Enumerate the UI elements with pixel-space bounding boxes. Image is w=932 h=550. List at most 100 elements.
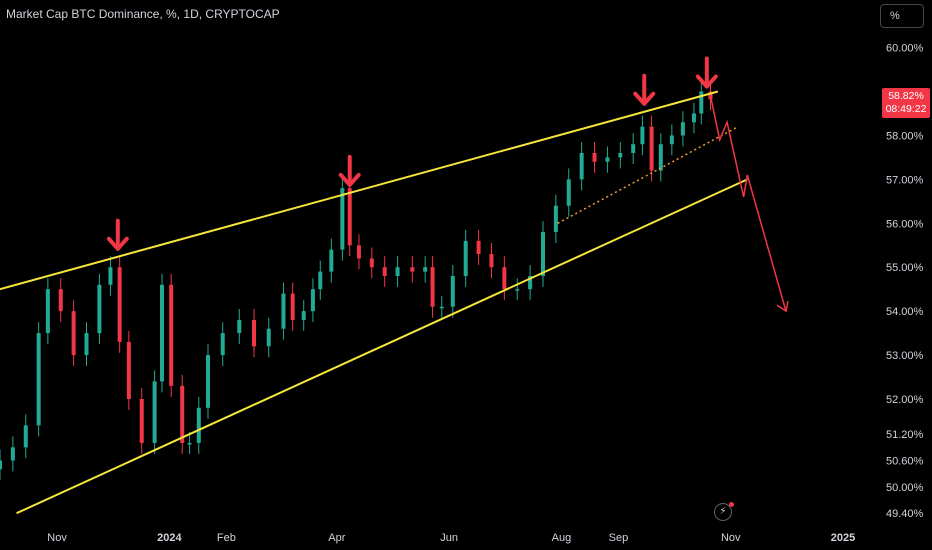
- candle-body: [117, 267, 122, 342]
- y-tick-label: 57.00%: [886, 174, 924, 186]
- top-marker-arrow-head: [338, 172, 361, 187]
- candle-body: [45, 289, 50, 334]
- candle-body: [423, 267, 428, 272]
- time-axis[interactable]: Nov 2024 Feb Apr Jun Aug Sep Nov 2025: [47, 532, 855, 544]
- candle-body: [691, 113, 696, 123]
- candle-body: [187, 442, 192, 445]
- x-tick-label: 2025: [831, 532, 855, 544]
- x-tick-label: Nov: [47, 532, 67, 544]
- candle-body: [10, 447, 15, 461]
- candle-body: [699, 91, 704, 114]
- price-axis[interactable]: 60.00%59.00%58.00%57.00%56.00%55.00%54.0…: [886, 43, 924, 521]
- projection-path: [709, 95, 787, 312]
- candle-body: [237, 319, 242, 334]
- candle-body: [196, 407, 201, 443]
- candle-body: [649, 126, 654, 171]
- candle-body: [318, 271, 323, 290]
- top-marker-arrow-head: [106, 236, 129, 251]
- y-tick-label: 52.00%: [886, 394, 924, 406]
- candle-body: [205, 355, 210, 408]
- countdown-value: 08:49:22: [885, 103, 927, 115]
- candle-body: [281, 293, 286, 329]
- candle-body: [169, 284, 174, 386]
- chart-title: Market Cap BTC Dominance, %, 1D, CRYPTOC…: [6, 7, 280, 21]
- candle-body: [640, 126, 645, 145]
- candle-body: [159, 284, 164, 382]
- candle-body: [605, 157, 610, 162]
- y-tick-label: 50.60%: [886, 456, 924, 468]
- candle-body: [220, 333, 225, 356]
- candle-body: [23, 425, 28, 448]
- y-tick-label: 58.00%: [886, 130, 924, 142]
- candle-body: [553, 205, 558, 233]
- x-tick-label: Sep: [609, 532, 629, 544]
- y-tick-label: 53.00%: [886, 350, 924, 362]
- candle-body: [439, 306, 444, 309]
- candle-body: [340, 188, 345, 250]
- x-tick-label: Feb: [217, 532, 236, 544]
- y-tick-label: 51.20%: [886, 429, 924, 441]
- candle-body: [58, 289, 63, 312]
- top-marker-arrow-head: [695, 74, 718, 89]
- candle-body: [108, 267, 113, 285]
- projection-arrowhead: [776, 300, 789, 313]
- candle-body: [301, 311, 306, 320]
- y-tick-label: 54.00%: [886, 306, 924, 318]
- drawing-layer: [0, 56, 789, 515]
- candles-layer: [0, 80, 713, 481]
- candle-body: [592, 153, 597, 162]
- candle-body: [430, 267, 435, 307]
- y-tick-label: 60.00%: [886, 43, 924, 55]
- candle-body: [502, 267, 507, 290]
- candle-body: [382, 267, 387, 276]
- y-tick-label: 49.40%: [886, 508, 924, 520]
- candle-body: [71, 311, 76, 356]
- candle-body: [126, 341, 131, 399]
- notification-dot: [729, 502, 734, 507]
- top-marker-arrow-head: [633, 91, 656, 106]
- candle-body: [139, 399, 144, 443]
- candle-body: [266, 328, 271, 347]
- candle-body: [618, 153, 623, 158]
- x-tick-label: Nov: [721, 532, 741, 544]
- dotted-support-line: [557, 125, 739, 224]
- x-tick-label: 2024: [157, 532, 182, 544]
- candle-body: [290, 293, 295, 320]
- candle-body: [84, 333, 89, 356]
- x-tick-label: Aug: [552, 532, 572, 544]
- channel-upper-line: [0, 90, 719, 291]
- candle-body: [579, 153, 584, 180]
- last-price-value: 58.82%: [888, 90, 924, 102]
- candle-body: [658, 144, 663, 171]
- x-tick-label: Jun: [440, 532, 458, 544]
- channel-lower-line: [16, 178, 748, 515]
- candle-body: [152, 381, 157, 443]
- candle-body: [356, 245, 361, 259]
- candle-body: [515, 289, 520, 291]
- candle-body: [369, 258, 374, 268]
- candle-body: [566, 179, 571, 206]
- candle-body: [310, 289, 315, 312]
- candle-body: [329, 249, 334, 272]
- unit-button[interactable]: %: [880, 4, 924, 28]
- candle-body: [540, 232, 545, 276]
- candle-body: [410, 267, 415, 272]
- candle-body: [0, 460, 2, 470]
- y-tick-label: 50.00%: [886, 482, 924, 494]
- y-tick-label: 56.00%: [886, 218, 924, 230]
- candle-body: [180, 385, 185, 443]
- candle-body: [97, 284, 102, 334]
- x-tick-label: Apr: [328, 532, 345, 544]
- candle-body: [36, 333, 41, 426]
- candle-body: [528, 276, 533, 290]
- candle-body: [669, 135, 674, 145]
- candle-body: [463, 240, 468, 276]
- candle-body: [631, 144, 636, 153]
- candle-body: [252, 319, 257, 347]
- lightning-icon[interactable]: ⚡: [714, 502, 734, 521]
- candle-body: [347, 188, 352, 246]
- last-price-tag: 58.82% 08:49:22: [882, 88, 930, 118]
- y-tick-label: 55.00%: [886, 262, 924, 274]
- candle-body: [450, 276, 455, 307]
